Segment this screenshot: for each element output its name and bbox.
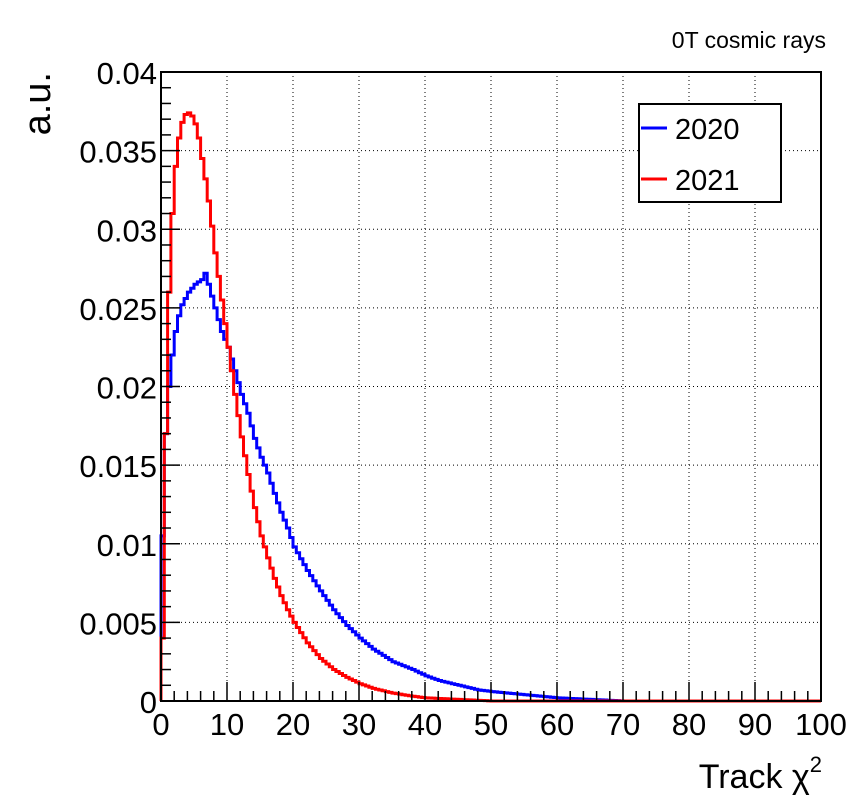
y-tick-label: 0.025 — [79, 292, 157, 327]
y-tick-label: 0.035 — [79, 135, 157, 170]
x-tick-label: 60 — [540, 707, 574, 742]
x-tick-label: 0 — [152, 707, 169, 742]
y-tick-label: 0.01 — [97, 528, 157, 563]
legend: 2020 2021 — [638, 103, 782, 203]
annotation-label: 0T cosmic rays — [672, 27, 826, 53]
x-tick-label: 80 — [672, 707, 706, 742]
y-axis-title: a.u. — [17, 72, 59, 135]
y-tick-label: 0 — [140, 685, 157, 720]
y-tick-label: 0.015 — [79, 449, 157, 484]
x-axis-title-text: Track χ — [699, 758, 810, 796]
y-tick-label: 0.005 — [79, 606, 157, 641]
ticks — [160, 71, 822, 702]
x-tick-label: 90 — [738, 707, 772, 742]
x-tick-label: 70 — [606, 707, 640, 742]
x-tick-label: 100 — [795, 707, 847, 742]
y-tick-label: 0.02 — [97, 371, 157, 406]
legend-box — [638, 103, 782, 203]
x-tick-label: 10 — [210, 707, 244, 742]
x-tick-label: 20 — [276, 707, 310, 742]
y-tick-label: 0.03 — [97, 213, 157, 248]
y-tick-label: 0.04 — [97, 56, 157, 91]
x-axis-title: Track χ2 — [699, 752, 822, 796]
x-tick-label: 50 — [474, 707, 508, 742]
x-tick-label: 40 — [408, 707, 442, 742]
x-tick-label: 30 — [342, 707, 376, 742]
legend-label-2021: 2021 — [675, 165, 740, 197]
legend-label-2020: 2020 — [675, 114, 740, 146]
tick-labels: 0 10 20 30 40 50 60 70 80 90 100 0 0.005 0.01 0.015 0.0… — [79, 56, 846, 742]
x-axis-title-superscript: 2 — [810, 752, 822, 777]
